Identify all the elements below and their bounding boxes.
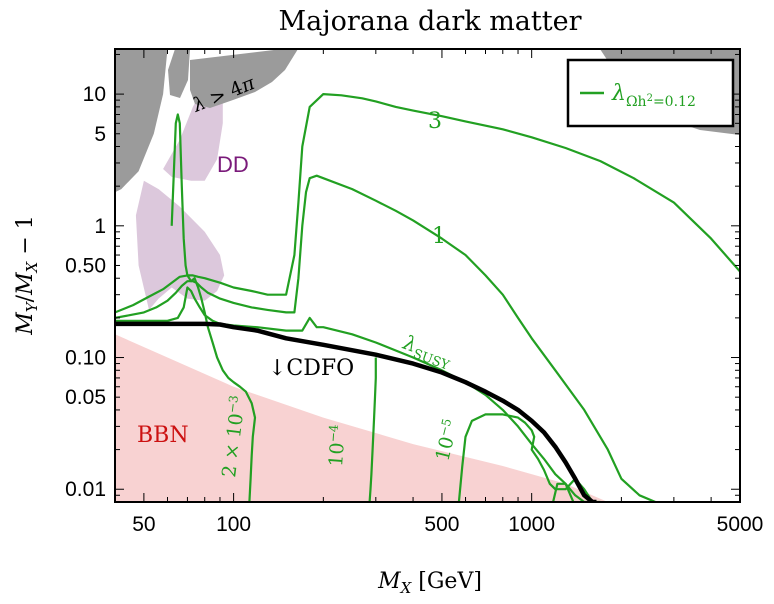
contour-2-10 [170, 113, 257, 502]
x-tick-label: 50 [132, 513, 155, 536]
contour-label-3: 3 [428, 109, 442, 134]
x-tick-label: 1000 [508, 513, 555, 536]
region-perturbativity [115, 49, 168, 193]
contour-3 [115, 93, 740, 314]
region-dd-lower [135, 180, 225, 310]
contour-10 [457, 413, 594, 502]
x-tick-label: 500 [424, 513, 459, 536]
contour-label-1: 1 [432, 224, 446, 249]
y-tick-label: 10 [83, 83, 106, 106]
bbn-label: BBN [137, 423, 189, 448]
region-bbn [115, 334, 608, 502]
y-tick-label: 0.10 [65, 347, 106, 370]
cdfo-label: ↓CDFO [268, 356, 354, 381]
contour-susy [115, 286, 601, 502]
plot-area [115, 49, 740, 502]
x-tick-label: 100 [216, 513, 251, 536]
contour-10 [368, 357, 377, 502]
contour-1 [115, 174, 656, 502]
contour-10-small [552, 482, 575, 502]
plot-frame [114, 48, 741, 503]
curves-layer [115, 93, 740, 502]
y-tick-label: 0.01 [65, 478, 106, 501]
x-axis-label: MX [GeV] [377, 569, 482, 597]
legend-label: λΩh2=0.12 [611, 81, 696, 110]
y-tick-label: 0.50 [65, 254, 106, 277]
x-tick-label: 5000 [717, 513, 764, 536]
y-tick-label: 1 [94, 215, 106, 238]
y-tick-label: 5 [94, 123, 106, 146]
perturbativity-top-right [190, 49, 298, 108]
legend: λΩh2=0.12 [566, 58, 735, 128]
ticks-layer: 50 100 500 1000 5000 10 5 1 0.50 0.10 0.05 0.01 [65, 49, 763, 536]
chart-title: Majorana dark matter [279, 6, 582, 37]
perturbativity-left-strip [168, 49, 190, 98]
dd-label: DD [217, 152, 249, 177]
cdfo-boundary [115, 321, 597, 502]
y-axis-label: MY/MX − 1 [13, 215, 41, 336]
y-tick-label: 0.05 [65, 386, 106, 409]
